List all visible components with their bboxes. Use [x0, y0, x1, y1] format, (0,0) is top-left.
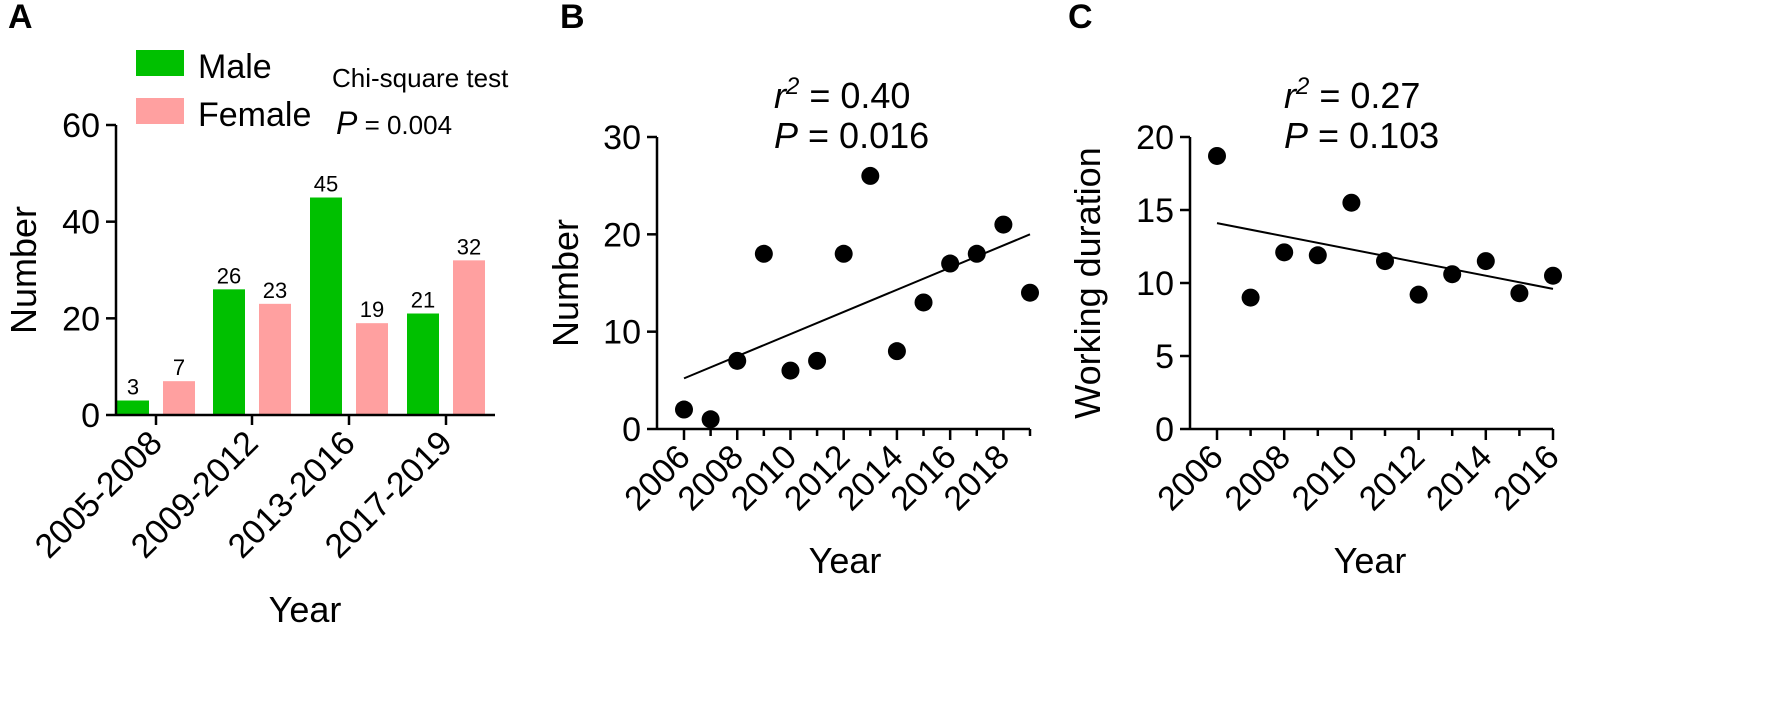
p-symbol-c: P — [1284, 115, 1308, 156]
data-label-female-2013-2016: 19 — [360, 297, 384, 322]
r-value-b: = 0.40 — [799, 75, 910, 116]
data-point-b-2019 — [1021, 283, 1039, 302]
panel-label-a: A — [8, 0, 33, 36]
data-point-c-2006 — [1208, 146, 1226, 165]
y-axis-title-c: Working duration — [1067, 147, 1108, 418]
data-label-male-2017-2019: 21 — [411, 288, 435, 313]
chi-square-annotation: Chi-square test — [332, 63, 509, 93]
data-point-b-2015 — [914, 293, 933, 312]
y-tick-label-c-0: 0 — [1155, 411, 1174, 449]
data-point-c-2013 — [1443, 265, 1462, 284]
bar-male-2005-2008 — [117, 400, 149, 415]
r-superscript-b: 2 — [785, 73, 799, 100]
y-tick-label-b-0: 0 — [622, 411, 641, 449]
bar-female-2005-2008 — [163, 381, 195, 415]
r-value-c: = 0.27 — [1309, 75, 1420, 116]
p-symbol-b: P — [774, 115, 798, 156]
y-tick-label-b-30: 30 — [603, 119, 641, 157]
data-label-female-2017-2019: 32 — [457, 234, 481, 259]
data-label-male-2009-2012: 26 — [217, 263, 241, 288]
data-point-b-2013 — [861, 166, 880, 185]
y-tick-label-c-20: 20 — [1136, 119, 1174, 157]
y-axis-title-a: Number — [3, 206, 44, 334]
bar-female-2009-2012 — [259, 303, 291, 415]
legend-swatch-male — [136, 50, 184, 76]
data-point-b-2008 — [728, 351, 747, 370]
bar-male-2017-2019 — [407, 313, 439, 415]
data-point-b-2009 — [754, 244, 773, 263]
p-value-annotation-a: P = 0.004 — [336, 105, 452, 141]
y-tick-label-a-0: 0 — [81, 397, 100, 435]
data-point-c-2010 — [1342, 193, 1361, 212]
data-point-b-2011 — [808, 351, 827, 370]
legend-swatch-female — [136, 98, 184, 124]
y-tick-label-c-10: 10 — [1136, 265, 1174, 303]
p-value-a: = 0.004 — [357, 110, 452, 140]
r2-annotation-b: r2 = 0.40 — [774, 73, 910, 116]
p-annotation-c: P = 0.103 — [1284, 115, 1439, 156]
y-axis-title-b: Number — [545, 219, 586, 347]
data-point-c-2015 — [1510, 284, 1529, 303]
y-tick-label-a-20: 20 — [62, 300, 100, 338]
x-axis-title-b: Year — [809, 540, 882, 581]
y-tick-label-c-15: 15 — [1136, 192, 1174, 230]
x-tick-label-c-2010: 2010 — [1285, 438, 1365, 518]
r-superscript-c: 2 — [1295, 73, 1309, 100]
data-point-c-2011 — [1376, 252, 1394, 271]
y-tick-label-b-10: 10 — [603, 314, 641, 352]
p-value-b: = 0.016 — [798, 115, 929, 156]
data-point-b-2017 — [967, 244, 986, 263]
data-point-b-2012 — [834, 244, 853, 263]
panel-label-c: C — [1068, 0, 1093, 36]
panel-label-b: B — [560, 0, 585, 36]
data-point-c-2007 — [1241, 288, 1260, 307]
x-tick-label-c-2014: 2014 — [1419, 438, 1499, 518]
data-label-female-2009-2012: 23 — [263, 278, 287, 303]
data-point-b-2006 — [675, 400, 693, 419]
x-tick-label-c-2006: 2006 — [1150, 438, 1230, 518]
legend-label-male: Male — [198, 48, 272, 86]
r2-annotation-c: r2 = 0.27 — [1284, 73, 1420, 116]
legend-label-female: Female — [198, 96, 311, 134]
y-tick-label-a-40: 40 — [62, 204, 100, 242]
data-point-b-2018 — [994, 215, 1013, 234]
data-label-female-2005-2008: 7 — [173, 355, 185, 380]
data-label-male-2013-2016: 45 — [314, 172, 338, 197]
x-axis-title-c: Year — [1334, 540, 1407, 581]
data-point-b-2007 — [701, 410, 720, 429]
data-point-c-2014 — [1476, 252, 1495, 271]
data-point-b-2010 — [781, 361, 800, 380]
bar-male-2013-2016 — [310, 197, 342, 415]
p-value-c: = 0.103 — [1308, 115, 1439, 156]
data-point-c-2009 — [1308, 246, 1327, 265]
bar-male-2009-2012 — [213, 289, 245, 415]
x-tick-label-c-2016: 2016 — [1486, 438, 1566, 518]
data-label-male-2005-2008: 3 — [127, 375, 139, 400]
data-point-c-2016 — [1544, 266, 1562, 285]
bar-female-2013-2016 — [356, 323, 388, 415]
x-axis-title-a: Year — [269, 589, 342, 630]
panel-b: B01020302006200820102012201420162018Numb… — [545, 0, 1039, 581]
x-tick-label-c-2012: 2012 — [1352, 438, 1432, 518]
r-symbol-c: r — [1284, 75, 1298, 116]
y-tick-label-b-20: 20 — [603, 216, 641, 254]
y-tick-label-a-60: 60 — [62, 107, 100, 145]
y-tick-label-c-5: 5 — [1155, 338, 1174, 376]
data-point-c-2008 — [1275, 243, 1294, 262]
bar-female-2017-2019 — [453, 260, 485, 415]
data-point-c-2012 — [1409, 285, 1428, 304]
r-symbol-b: r — [774, 75, 788, 116]
data-point-b-2014 — [887, 342, 906, 361]
data-point-b-2016 — [941, 254, 960, 273]
x-tick-label-c-2008: 2008 — [1218, 438, 1298, 518]
p-symbol-a: P — [336, 105, 358, 141]
p-annotation-b: P = 0.016 — [774, 115, 929, 156]
